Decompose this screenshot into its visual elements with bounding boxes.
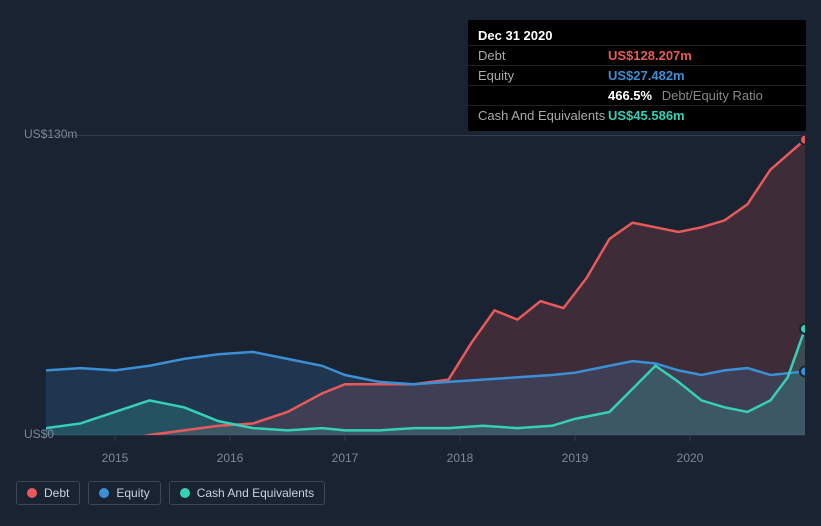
- x-tick-label: 2017: [332, 451, 359, 465]
- x-tick-label: 2020: [677, 451, 704, 465]
- y-tick-label: US$130m: [24, 127, 77, 141]
- legend-swatch: [27, 488, 37, 498]
- x-tick-label: 2019: [562, 451, 589, 465]
- tooltip-date: Dec 31 2020: [478, 28, 552, 43]
- chart-svg: [16, 135, 805, 475]
- chart-tooltip: Dec 31 2020 Debt US$128.207m Equity US$2…: [468, 20, 806, 131]
- tooltip-cash-value: US$45.586m: [608, 108, 685, 123]
- x-tick-label: 2015: [102, 451, 129, 465]
- x-tick-label: 2018: [447, 451, 474, 465]
- legend-item-equity[interactable]: Equity: [88, 481, 160, 505]
- legend-label: Cash And Equivalents: [197, 486, 314, 500]
- debt-equity-chart[interactable]: US$130mUS$0201520162017201820192020: [16, 135, 805, 435]
- x-tick-label: 2016: [217, 451, 244, 465]
- legend-swatch: [180, 488, 190, 498]
- legend-item-cash[interactable]: Cash And Equivalents: [169, 481, 325, 505]
- legend-swatch: [99, 488, 109, 498]
- tooltip-ratio-spacer: [478, 88, 608, 103]
- tooltip-equity-value: US$27.482m: [608, 68, 685, 83]
- tooltip-equity-label: Equity: [478, 68, 608, 83]
- tooltip-debt-label: Debt: [478, 48, 608, 63]
- legend: Debt Equity Cash And Equivalents: [16, 481, 325, 505]
- tooltip-debt-value: US$128.207m: [608, 48, 692, 63]
- legend-label: Debt: [44, 486, 69, 500]
- legend-item-debt[interactable]: Debt: [16, 481, 80, 505]
- tooltip-cash-label: Cash And Equivalents: [478, 108, 608, 123]
- tooltip-ratio: 466.5% Debt/Equity Ratio: [608, 88, 763, 103]
- legend-label: Equity: [116, 486, 149, 500]
- y-tick-label: US$0: [24, 427, 54, 441]
